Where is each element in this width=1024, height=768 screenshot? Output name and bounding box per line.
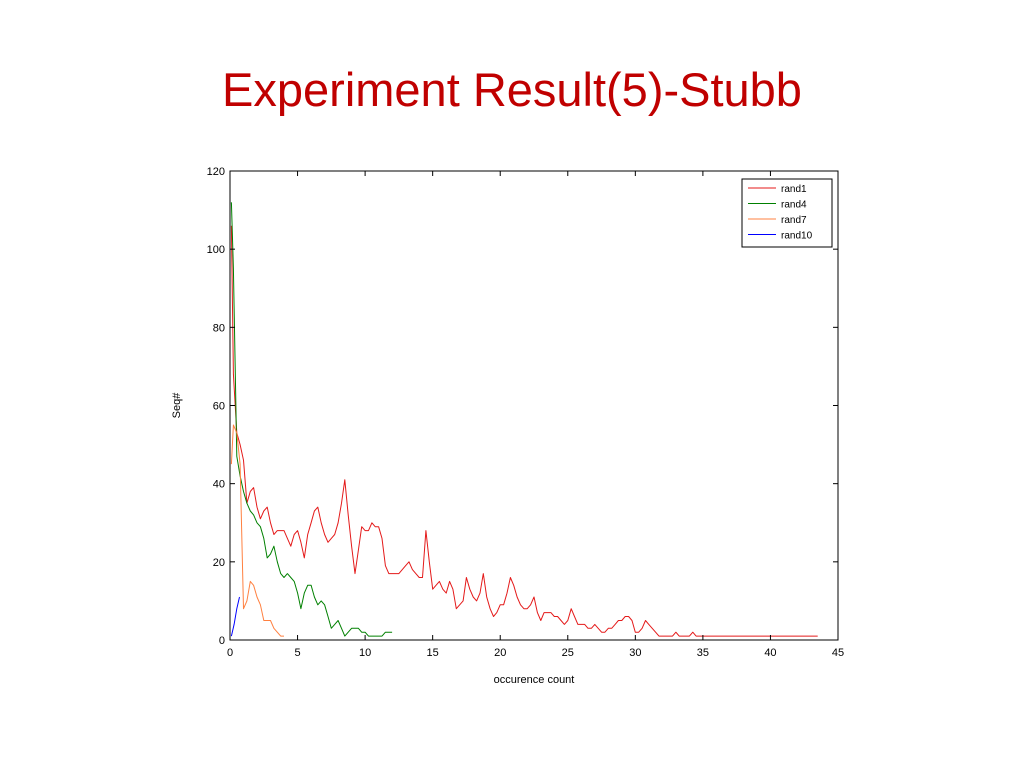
y-tick-label: 60 [213, 401, 225, 413]
x-tick-label: 40 [764, 647, 776, 659]
x-tick-label: 10 [359, 647, 371, 659]
series-line-rand7 [230, 424, 284, 637]
y-tick-label: 40 [213, 479, 225, 491]
plot-area [230, 171, 838, 640]
y-tick-label: 80 [213, 322, 225, 334]
series-layer [230, 202, 818, 637]
legend-entry: rand1 [781, 184, 807, 195]
x-tick-label: 45 [832, 647, 844, 659]
x-tick-label: 5 [294, 647, 300, 659]
legend-entry: rand10 [781, 231, 813, 242]
y-tick-label: 100 [207, 244, 225, 256]
slide-title: Experiment Result(5)-Stubb [222, 63, 802, 116]
x-axis-label: occurence count [494, 674, 575, 686]
legend-entry: rand4 [781, 200, 807, 211]
series-line-rand4 [230, 202, 393, 637]
legend: rand1 rand4 rand7 rand10 [741, 178, 833, 248]
x-tick-label: 25 [562, 647, 574, 659]
x-tick-label: 30 [629, 647, 641, 659]
x-tick-label: 20 [494, 647, 506, 659]
y-axis: 0 20 40 60 80 100 120 [207, 166, 838, 647]
x-tick-label: 0 [227, 647, 233, 659]
y-axis-label: Seq# [171, 392, 183, 419]
y-tick-label: 0 [219, 635, 225, 647]
legend-entry: rand7 [781, 215, 807, 226]
x-tick-label: 35 [697, 647, 709, 659]
series-line-rand10 [230, 596, 240, 637]
series-line-rand1 [230, 225, 818, 637]
y-tick-label: 120 [207, 166, 225, 178]
x-axis: 0 5 10 15 20 25 30 35 40 45 [227, 171, 844, 659]
x-tick-label: 15 [427, 647, 439, 659]
legend-box [741, 178, 833, 248]
y-tick-label: 20 [213, 557, 225, 569]
